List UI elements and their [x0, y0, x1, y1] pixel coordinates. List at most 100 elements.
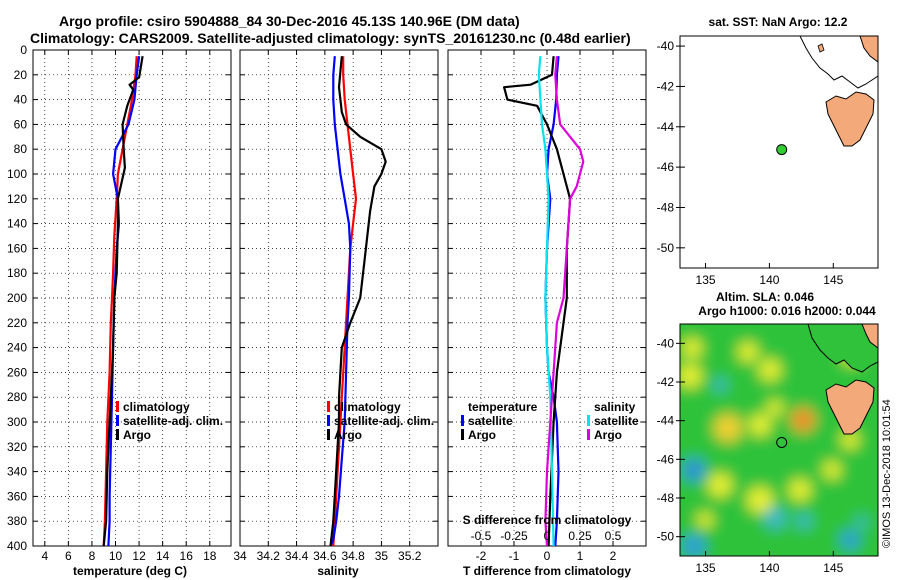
legend-swatch-satellite	[327, 415, 330, 426]
depth-tick-label: 180	[7, 266, 27, 280]
sst-map: sat. SST: NaN Argo: 12.2 -40 -42 -44 -46 -48…	[657, 15, 879, 287]
map-x-tick-label: 145	[823, 273, 843, 287]
x-tick-label: 1	[577, 549, 584, 563]
legend-label-satellite: satellite-adj. clim.	[334, 414, 434, 428]
legend-swatch-s-satellite	[587, 415, 590, 426]
coastline-outline	[799, 36, 878, 89]
legend-label-t-argo: Argo	[468, 428, 496, 442]
depth-tick-label: 60	[14, 117, 28, 131]
mainland-land	[859, 36, 878, 63]
legend-label-climatology: climatology	[334, 400, 401, 414]
difference-panel: -2 -1 0 1 2 -0.5 -0.25 0 0.25 0.5 S difference f…	[447, 49, 647, 578]
title-line-2: Climatology: CARS2009. Satellite-adjuste…	[30, 30, 631, 46]
x-tick-label: 16	[180, 549, 194, 563]
salinity-panel: 34 34.2 34.4 34.6 34.8 35 35.2 salinity climat…	[233, 49, 439, 578]
depth-tick-label: 100	[7, 167, 27, 181]
legend-label-argo: Argo	[334, 428, 362, 442]
map-y-tick-label: -50	[657, 530, 675, 544]
depth-tick-label: 160	[7, 241, 27, 255]
depth-tick-label: 280	[7, 390, 27, 404]
map-y-tick-label: -48	[657, 200, 675, 214]
depth-tick-label: 140	[7, 217, 27, 231]
t-difference-xlabel: T difference from climatology	[463, 564, 631, 578]
map-x-tick-label: 135	[696, 561, 716, 575]
map-y-tick-label: -44	[657, 414, 675, 428]
series-line-climatology	[102, 56, 138, 547]
sla-heatmap	[680, 324, 878, 556]
legend-label-argo: Argo	[123, 428, 151, 442]
legend-swatch-s-argo	[587, 429, 590, 440]
depth-tick-label: 380	[7, 514, 27, 528]
temperature-panel: 4 6 8 10 12 14 16 18 temperature (deg C) climat…	[32, 49, 232, 578]
x-tick-label: 8	[89, 549, 96, 563]
map-x-tick-label: 140	[759, 273, 779, 287]
sst-map-title: sat. SST: NaN Argo: 12.2	[709, 15, 848, 29]
sla-map-title: Altim. SLA: 0.046	[716, 290, 814, 304]
map-y-tick-label: -48	[657, 491, 675, 505]
sla-map-subtitle: Argo h1000: 0.016 h2000: 0.044	[698, 304, 876, 318]
x-tick-label: 34.6	[313, 549, 337, 563]
temperature-xlabel: temperature (deg C)	[73, 564, 187, 578]
legend-swatch-t-satellite	[461, 415, 464, 426]
x-tick-label: 34.4	[285, 549, 309, 563]
map-y-tick-label: -50	[657, 241, 675, 255]
x-tick-label: 35.2	[398, 549, 422, 563]
map-y-tick-label: -42	[657, 79, 675, 93]
x-tick-label: 12	[132, 549, 146, 563]
sla-map: Altim. SLA: 0.046 Argo h1000: 0.016 h200…	[657, 290, 879, 575]
legend-swatch-climatology	[327, 401, 330, 412]
depth-tick-label: 200	[7, 291, 27, 305]
s-tick-label: -0.25	[500, 529, 528, 543]
x-tick-label: -1	[509, 549, 520, 563]
series-line-salinity-satellite	[537, 56, 555, 547]
x-tick-label: 14	[156, 549, 170, 563]
x-tick-label: -2	[476, 549, 487, 563]
s-tick-label: 0.25	[568, 529, 592, 543]
depth-tick-label: 300	[7, 415, 27, 429]
series-line-argo	[329, 56, 387, 547]
mainland-land	[861, 324, 878, 349]
depth-tick-label: 220	[7, 316, 27, 330]
x-tick-label: 0	[544, 549, 551, 563]
map-y-tick-label: -42	[657, 375, 675, 389]
x-tick-label: 18	[203, 549, 217, 563]
s-difference-xlabel: S difference from climatology	[463, 513, 632, 527]
depth-tick-label: 20	[14, 68, 28, 82]
x-tick-label: 2	[610, 549, 617, 563]
salinity-legend: climatology satellite-adj. clim. Argo	[327, 400, 434, 442]
salinity-xlabel: salinity	[317, 564, 359, 578]
map-x-tick-label: 135	[696, 273, 716, 287]
x-tick-label: 10	[109, 549, 123, 563]
x-tick-label: 6	[65, 549, 72, 563]
x-tick-label: 34.8	[341, 549, 365, 563]
temperature-legend: climatology satellite-adj. clim. Argo	[116, 400, 223, 442]
depth-tick-label: 0	[20, 43, 27, 57]
s-tick-label: 0.5	[605, 529, 622, 543]
depth-tick-label: 240	[7, 341, 27, 355]
legend-label-s-satellite: satellite	[594, 414, 639, 428]
tasmania-land	[825, 379, 875, 435]
series-line-temperature-argo	[503, 56, 572, 547]
map-x-tick-label: 145	[823, 561, 843, 575]
depth-tick-label: 80	[14, 142, 28, 156]
depth-tick-label: 40	[14, 93, 28, 107]
x-tick-label: 34	[233, 549, 247, 563]
x-tick-label: 35	[375, 549, 389, 563]
series-line-climatology	[332, 56, 358, 547]
legend-label-t-satellite: satellite	[468, 414, 513, 428]
s-tick-label: 0	[544, 529, 551, 543]
map-x-tick-label: 140	[759, 561, 779, 575]
depth-tick-label: 260	[7, 365, 27, 379]
depth-tick-label: 360	[7, 489, 27, 503]
copyright-footer: ©IMOS 13-Dec-2018 10:01:54	[881, 399, 893, 548]
x-tick-label: 4	[41, 549, 48, 563]
legend-swatch-argo	[327, 429, 330, 440]
legend-label-climatology: climatology	[123, 400, 190, 414]
legend-label-s-argo: Argo	[594, 428, 622, 442]
legend-swatch-argo	[116, 429, 119, 440]
coastline-outline	[807, 324, 878, 373]
depth-tick-label: 340	[7, 465, 27, 479]
legend-swatch-climatology	[116, 401, 119, 412]
legend-swatch-satellite	[116, 415, 119, 426]
